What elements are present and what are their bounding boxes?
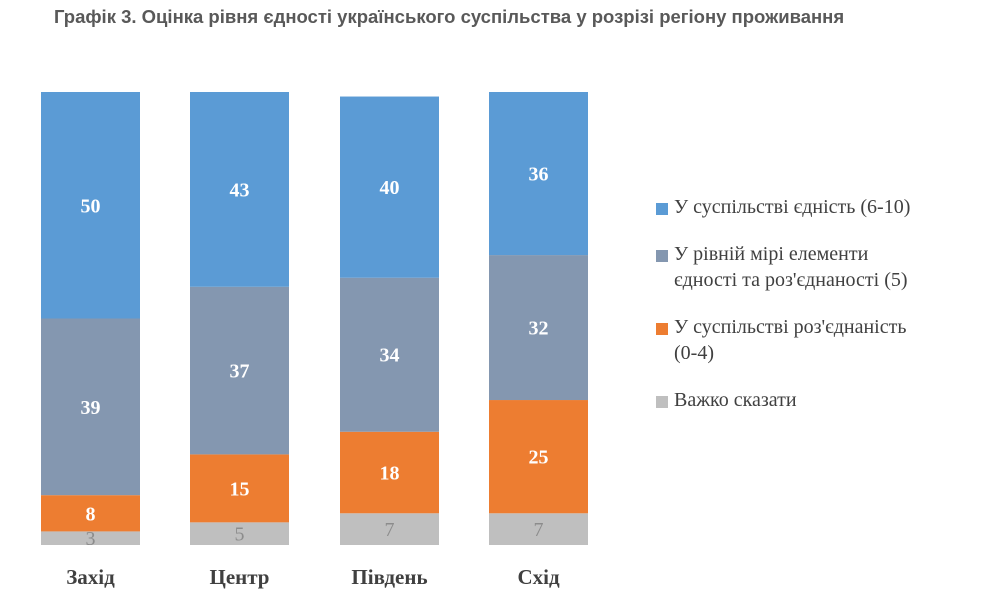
legend-item-hard-to-say: Важко сказати: [656, 387, 996, 413]
data-label-disunity-1: 15: [230, 478, 250, 500]
bar-equal-0: [41, 318, 140, 496]
chart-title: Графік 3. Оцінка рівня єдності українськ…: [54, 6, 845, 27]
data-label-equal-2: 34: [380, 345, 400, 367]
legend-label-disunity-line2: (0-4): [674, 342, 714, 364]
bar-unity-2: [340, 96, 439, 278]
bar-disunity-2: [340, 431, 439, 514]
data-label-equal-0: 39: [81, 397, 101, 419]
data-label-hard-to-say-0: 3: [86, 528, 96, 550]
data-label-unity-1: 43: [230, 179, 250, 201]
legend-swatch-equal: [656, 250, 668, 262]
bar-unity-1: [190, 92, 289, 287]
data-label-hard-to-say-3: 7: [534, 519, 544, 541]
legend-swatch-unity: [656, 203, 668, 215]
bar-equal-1: [190, 286, 289, 455]
data-label-equal-1: 37: [230, 361, 250, 383]
bar-hard-to-say-2: [340, 513, 439, 545]
category-label-0: Захід: [66, 565, 115, 589]
bar-hard-to-say-3: [489, 513, 588, 545]
bar-hard-to-say-0: [41, 531, 140, 545]
bar-disunity-0: [41, 495, 140, 532]
data-label-unity-3: 36: [529, 164, 549, 186]
legend-item-unity: У суспільстві єдність (6-10): [656, 194, 996, 220]
category-label-1: Центр: [209, 565, 269, 589]
bar-unity-0: [41, 92, 140, 319]
legend-label-unity: У суспільстві єдність (6-10): [674, 196, 911, 218]
data-label-hard-to-say-2: 7: [385, 519, 395, 541]
bar-unity-3: [489, 92, 588, 256]
bar-disunity-1: [190, 454, 289, 523]
data-label-hard-to-say-1: 5: [235, 524, 245, 546]
bar-equal-2: [340, 277, 439, 432]
bar-disunity-3: [489, 400, 588, 514]
legend-swatch-disunity: [656, 323, 668, 335]
data-label-equal-3: 32: [529, 318, 549, 340]
legend-item-disunity: У суспільстві роз'єднаність (0-4): [656, 314, 996, 366]
data-label-disunity-0: 8: [86, 503, 96, 525]
legend-label-hard-to-say: Важко сказати: [674, 389, 797, 411]
data-label-disunity-3: 25: [529, 447, 549, 469]
data-label-disunity-2: 18: [380, 463, 400, 485]
legend-label-equal-line1: У рівній мірі елементи: [674, 243, 869, 265]
data-label-unity-2: 40: [380, 177, 400, 199]
category-label-2: Південь: [351, 565, 427, 589]
data-label-unity-0: 50: [81, 195, 101, 217]
legend: У суспільстві єдність (6-10) У рівній мі…: [656, 194, 996, 434]
bar-hard-to-say-1: [190, 522, 289, 545]
legend-label-disunity-line1: У суспільстві роз'єднаність: [674, 316, 907, 338]
legend-label-equal-line2: єдності та роз'єднаності (5): [674, 269, 908, 291]
legend-item-equal: У рівній мірі елементи єдності та роз'єд…: [656, 241, 996, 293]
category-label-3: Схід: [517, 565, 560, 589]
legend-swatch-hard-to-say: [656, 396, 668, 408]
bar-equal-3: [489, 255, 588, 401]
